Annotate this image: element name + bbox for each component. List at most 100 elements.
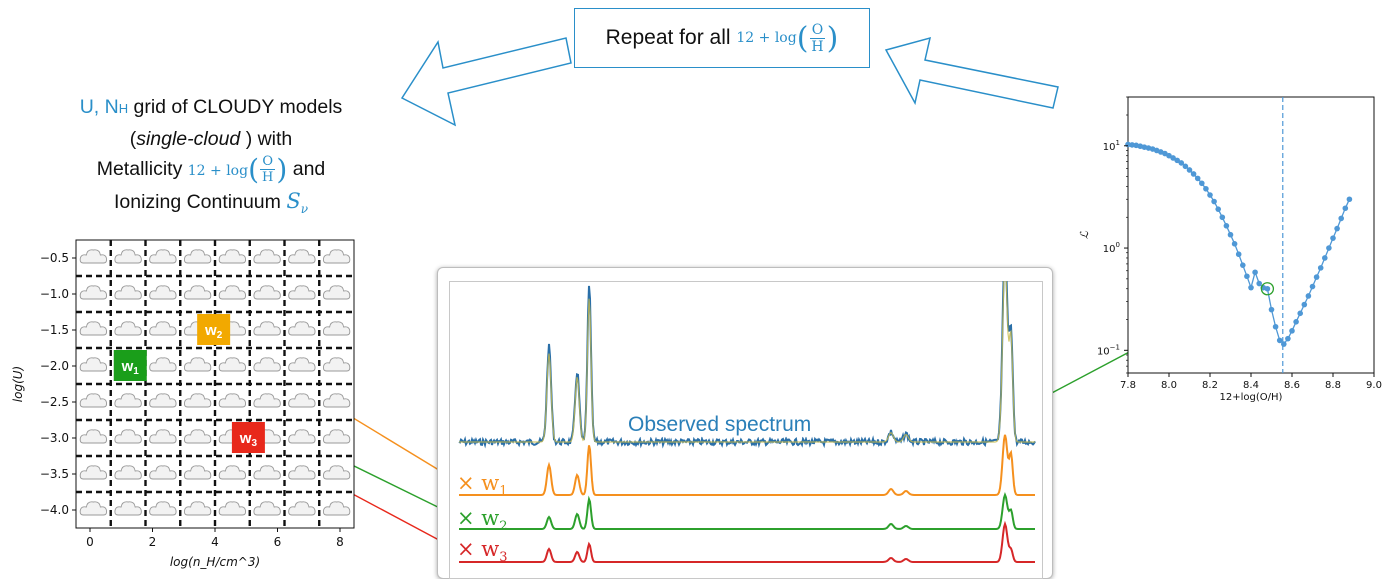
x-tick-label: 0 [86,535,94,549]
y-tick-label: −2.0 [40,359,69,373]
title-paren-close: ) with [245,128,293,150]
cloud-icon [79,357,108,372]
grid-plot: −0.5 −1.0 −1.5 −2.0 −2.5 −3.0 −3.5 −4.0 0 2 4 6 8 log… [11,239,355,569]
likelihood-point [1219,214,1226,221]
x-tick-label: 8.0 [1161,380,1177,391]
x-tick-label: 9.0 [1366,380,1382,391]
cloud-icon [114,249,142,264]
likelihood-point [1190,171,1197,177]
likelihood-point [1268,306,1275,313]
cloud-icon [253,501,281,516]
cloud-icon [218,465,247,480]
cloud-icon [218,285,247,300]
likelihood-point [1297,310,1303,317]
cloud-icon [253,357,281,372]
likelihood-point [1194,175,1201,182]
cloud-icon [79,285,108,300]
likelihood-point [1346,196,1353,203]
cloud-icon [322,249,351,264]
x-tick-label: 6 [274,535,282,549]
y-tick-label: −1.5 [40,323,69,337]
component-w1-prefix: × [457,471,475,495]
y-tick-label: −3.5 [40,467,69,481]
cloud-icon [114,321,142,336]
y-axis-label: log(U) [11,366,25,402]
likelihood-point [1162,150,1168,157]
likelihood-point [1338,215,1344,222]
weight-box-w3 [231,422,265,453]
likelihood-point [1129,142,1135,148]
likelihood-point [1223,223,1230,229]
cloud-icon [79,465,108,480]
repeat-frac-num: O [809,21,826,39]
cloud-icon [322,285,351,300]
cloud-icon [253,249,281,264]
x-tick-label: 7.8 [1120,380,1136,391]
title-frac-num: O [260,154,276,171]
cloud-icon [288,465,316,480]
x-tick-label: 4 [211,535,219,549]
cloud-icon [79,393,108,408]
likelihood-point [1174,157,1180,164]
cloud-icon [149,501,177,516]
y-tick-label: −4.0 [40,503,69,517]
cloud-icon [288,429,316,444]
cloud-icon [183,249,212,264]
x-tick-label: 2 [149,535,157,549]
component-spectrum-w1 [459,434,1035,496]
cloud-icon [288,357,316,372]
likelihood-point [1178,160,1185,166]
highlight-circle [1260,282,1275,296]
cloud-icon [253,465,281,480]
cloud-icon [183,429,212,444]
cloud-icon [288,321,316,336]
cloud-icon [79,321,108,336]
likelihood-point [1301,301,1308,308]
likelihood-point [1203,185,1209,192]
x-tick-label: 8.2 [1202,380,1218,391]
title-h-subscript: H [118,101,129,116]
title-and: and [292,158,326,180]
likelihood-point [1166,152,1172,159]
x-tick-label: 8.4 [1243,380,1259,391]
likelihood-frame [1127,96,1375,374]
y-tick-label: −0.5 [40,251,69,265]
x-axis-label: log(n_H/cm^3) [170,555,260,569]
y-tick-label: 10−1 [1097,343,1120,357]
likelihood-point [1170,155,1176,161]
repeat-box: Repeat for all 12 + log (O H) [574,8,870,68]
weight-box-w2 [197,314,231,345]
likelihood-point [1211,198,1217,205]
cloud-icon [149,321,177,336]
cloud-icon [114,393,142,408]
cloud-icon [149,249,177,264]
component-spectrum-w3 [459,520,1035,563]
likelihood-point [1330,235,1336,241]
observed-spectrum-label: Observed spectrum [628,413,812,437]
x-tick-label: 8 [336,535,344,549]
likelihood-point [1317,265,1324,271]
likelihood-point [1186,167,1193,173]
cloud-icon [149,465,177,480]
cloud-icon [288,501,316,516]
likelihood-point [1182,163,1189,170]
likelihood-point [1256,280,1262,287]
component-w3-sub: 3 [499,550,508,566]
cloud-icon [288,393,316,408]
likelihood-point [1281,341,1287,347]
cloud-icon [79,249,108,264]
title-s-symbol: S [286,189,301,213]
cloud-icon [218,501,247,516]
component-label-w1: × w1 [457,471,508,499]
right-flow-arrow [884,36,1059,109]
likelihood-point [1207,192,1213,198]
cloud-icon [114,429,142,444]
cloud-icon [218,249,247,264]
weight-box-w1 [113,350,147,381]
x-tick-label: 8.6 [1284,380,1300,391]
y-tick-label: −3.0 [40,431,69,445]
grid-title: U, NH grid of CLOUDY models (single-clou… [79,96,343,216]
title-formula-prefix: 12 + log [187,163,249,179]
cloud-icon [218,357,247,372]
likelihood-point [1264,285,1271,292]
